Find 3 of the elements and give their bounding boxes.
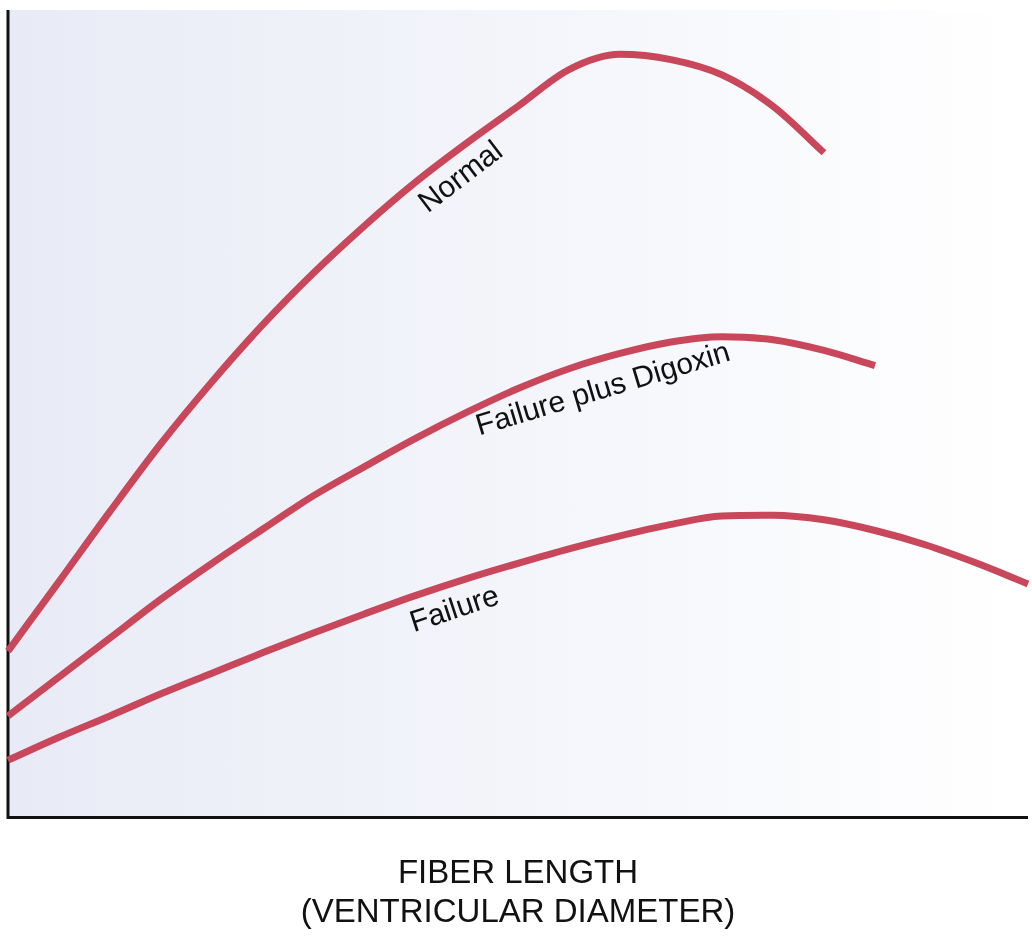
x-axis-title: FIBER LENGTH (VENTRICULAR DIAMETER): [300, 852, 736, 930]
text: Failure: [405, 577, 503, 638]
text: Failure plus Digoxin: [471, 334, 734, 442]
